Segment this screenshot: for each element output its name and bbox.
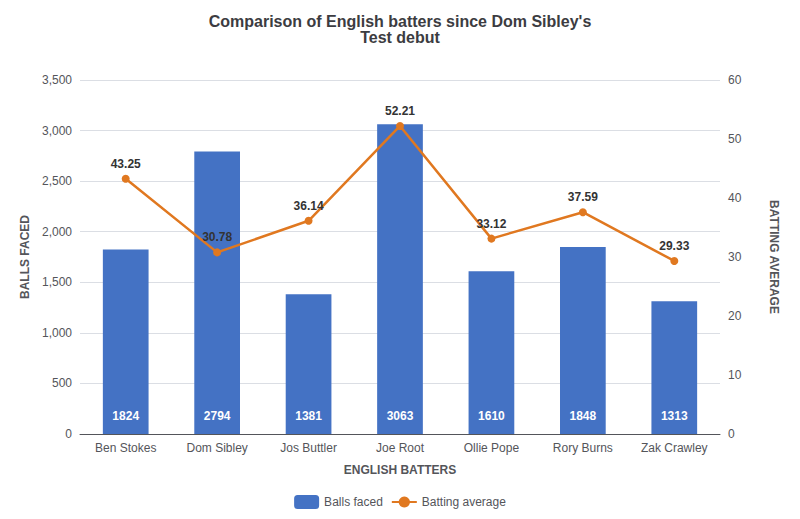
- svg-text:Ollie Pope: Ollie Pope: [464, 441, 520, 455]
- svg-text:2794: 2794: [204, 409, 231, 423]
- svg-text:3063: 3063: [387, 409, 414, 423]
- svg-text:1381: 1381: [295, 409, 322, 423]
- svg-text:43.25: 43.25: [111, 157, 141, 171]
- svg-text:1824: 1824: [112, 409, 139, 423]
- svg-text:37.59: 37.59: [568, 190, 598, 204]
- svg-text:Dom Sibley: Dom Sibley: [186, 441, 247, 455]
- svg-text:0: 0: [728, 427, 735, 441]
- svg-text:10: 10: [728, 368, 742, 382]
- svg-text:Rory Burns: Rory Burns: [553, 441, 613, 455]
- svg-text:30: 30: [728, 250, 742, 264]
- svg-text:ENGLISH BATTERS: ENGLISH BATTERS: [344, 463, 456, 477]
- svg-text:Test debut: Test debut: [360, 29, 440, 46]
- svg-text:Comparison of English batters: Comparison of English batters since Dom …: [209, 13, 592, 30]
- svg-text:36.14: 36.14: [294, 199, 324, 213]
- svg-text:2,500: 2,500: [42, 174, 72, 188]
- svg-text:1313: 1313: [661, 409, 688, 423]
- svg-text:Joe Root: Joe Root: [376, 441, 425, 455]
- svg-text:1848: 1848: [570, 409, 597, 423]
- svg-text:Ben Stokes: Ben Stokes: [95, 441, 156, 455]
- svg-text:BALLS FACED: BALLS FACED: [18, 215, 32, 299]
- svg-text:Jos Buttler: Jos Buttler: [280, 441, 337, 455]
- svg-text:Balls faced: Balls faced: [324, 495, 383, 509]
- svg-text:52.21: 52.21: [385, 104, 415, 118]
- svg-text:20: 20: [728, 309, 742, 323]
- svg-text:60: 60: [728, 73, 742, 87]
- svg-text:2,000: 2,000: [42, 225, 72, 239]
- svg-text:1,000: 1,000: [42, 326, 72, 340]
- svg-text:Batting average: Batting average: [422, 495, 506, 509]
- svg-text:33.12: 33.12: [476, 217, 506, 231]
- svg-text:3,500: 3,500: [42, 73, 72, 87]
- svg-text:30.78: 30.78: [202, 230, 232, 244]
- svg-text:Zak Crawley: Zak Crawley: [641, 441, 708, 455]
- svg-text:500: 500: [52, 376, 72, 390]
- svg-text:BATTING AVERAGE: BATTING AVERAGE: [767, 200, 781, 314]
- svg-text:3,000: 3,000: [42, 124, 72, 138]
- svg-text:50: 50: [728, 132, 742, 146]
- svg-text:1,500: 1,500: [42, 275, 72, 289]
- svg-text:0: 0: [65, 427, 72, 441]
- svg-text:29.33: 29.33: [659, 239, 689, 253]
- svg-text:40: 40: [728, 191, 742, 205]
- svg-text:1610: 1610: [478, 409, 505, 423]
